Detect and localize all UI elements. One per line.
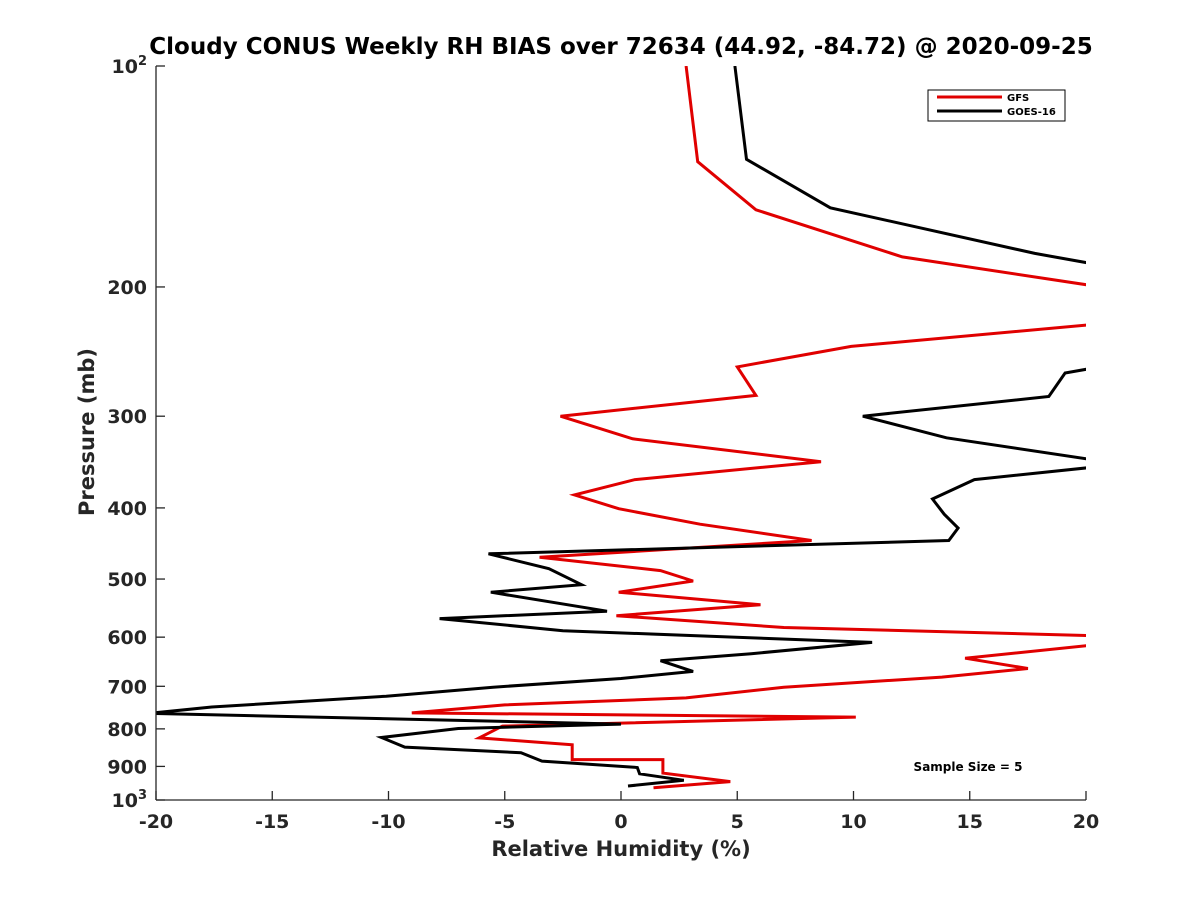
series-group bbox=[156, 66, 1086, 790]
x-tick-label-0: -20 bbox=[139, 811, 173, 833]
legend-label-0: GFS bbox=[1007, 93, 1029, 104]
x-tick-label-5: 5 bbox=[731, 811, 744, 833]
x-tick-label-7: 15 bbox=[957, 811, 983, 833]
x-tick-label-8: 20 bbox=[1073, 811, 1099, 833]
y-tick-label-0: 102 bbox=[112, 54, 148, 78]
y-tick-label-7: 800 bbox=[107, 719, 147, 741]
x-tick-label-1: -15 bbox=[255, 811, 289, 833]
y-tick-label-3: 400 bbox=[107, 498, 147, 520]
y-tick-label-4: 500 bbox=[107, 569, 147, 591]
series-line-1 bbox=[156, 66, 1086, 788]
y-tick-label-8: 900 bbox=[107, 756, 147, 778]
label-layer: Relative Humidity (%) Pressure (mb) Samp… bbox=[75, 348, 1022, 861]
x-tick-label-6: 10 bbox=[840, 811, 866, 833]
x-tick-label-2: -10 bbox=[371, 811, 405, 833]
y-tick-label-1: 200 bbox=[107, 277, 147, 299]
y-tick-label-9: 103 bbox=[112, 788, 148, 812]
series-layer bbox=[156, 66, 1086, 790]
y-axis-label: Pressure (mb) bbox=[75, 348, 99, 516]
series-line-0 bbox=[411, 66, 1086, 790]
legend: GFS GOES-16 bbox=[927, 89, 1066, 122]
chart-title: Cloudy CONUS Weekly RH BIAS over 72634 (… bbox=[149, 34, 1092, 60]
x-tick-label-4: 0 bbox=[614, 811, 627, 833]
x-axis-label: Relative Humidity (%) bbox=[491, 837, 750, 861]
x-tick-label-3: -5 bbox=[494, 811, 515, 833]
y-tick-label-6: 700 bbox=[107, 676, 147, 698]
y-tick-label-5: 600 bbox=[107, 627, 147, 649]
legend-box bbox=[927, 89, 1066, 122]
sample-size-annotation: Sample Size = 5 bbox=[914, 760, 1023, 774]
y-tick-label-2: 300 bbox=[107, 406, 147, 428]
legend-label-1: GOES-16 bbox=[1007, 107, 1056, 118]
axes-layer: -20 -15 -10 -5 0 5 10 15 20 102 200 300 400 500 600 700… bbox=[107, 54, 1099, 833]
